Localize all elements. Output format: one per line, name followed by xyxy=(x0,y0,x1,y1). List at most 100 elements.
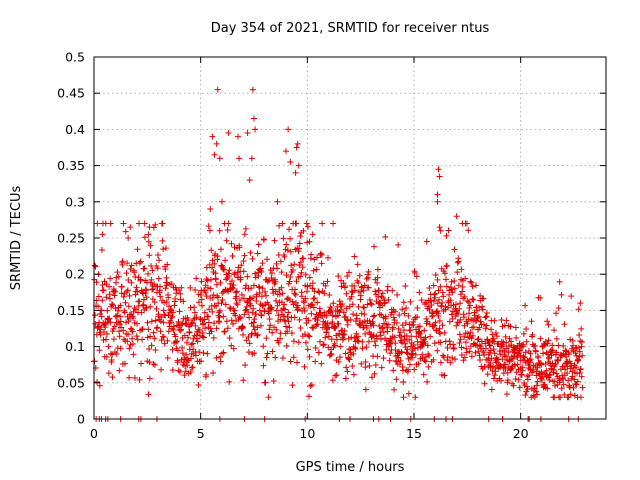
data-point xyxy=(255,283,262,290)
data-point xyxy=(286,278,293,285)
data-point xyxy=(328,346,335,353)
data-point xyxy=(411,269,418,276)
data-point xyxy=(103,294,110,301)
data-point xyxy=(389,287,396,294)
data-point xyxy=(463,220,470,227)
data-point xyxy=(543,373,550,380)
data-point xyxy=(498,377,505,384)
data-point xyxy=(120,293,127,300)
data-point xyxy=(223,318,230,325)
data-point xyxy=(189,340,196,347)
data-point xyxy=(432,272,439,279)
data-point xyxy=(376,311,383,318)
data-point xyxy=(579,352,586,359)
data-point xyxy=(560,342,567,349)
data-point xyxy=(352,346,359,353)
data-point xyxy=(191,309,198,316)
data-point xyxy=(578,343,585,350)
data-point xyxy=(442,303,449,310)
data-point xyxy=(100,337,107,344)
data-point xyxy=(412,345,419,352)
data-point xyxy=(360,287,367,294)
data-point xyxy=(516,348,523,355)
data-point xyxy=(400,299,407,306)
data-point xyxy=(146,375,153,382)
data-point xyxy=(232,312,239,319)
data-point xyxy=(92,263,99,270)
data-point xyxy=(170,309,177,316)
data-point xyxy=(306,393,313,400)
data-point xyxy=(272,278,279,285)
data-point xyxy=(532,342,539,349)
data-point xyxy=(436,325,443,332)
data-point xyxy=(466,310,473,317)
data-point xyxy=(114,269,121,276)
data-point xyxy=(225,130,232,137)
data-point xyxy=(358,283,365,290)
data-point xyxy=(365,338,372,345)
data-point xyxy=(171,302,178,309)
data-point xyxy=(231,307,238,314)
data-point xyxy=(559,376,566,383)
data-point xyxy=(329,312,336,319)
data-point xyxy=(457,300,464,307)
data-point xyxy=(469,283,476,290)
data-point xyxy=(209,264,216,271)
data-point xyxy=(425,363,432,370)
data-point xyxy=(243,337,250,344)
data-point xyxy=(145,231,152,238)
data-point xyxy=(511,352,518,359)
data-point xyxy=(110,325,117,332)
data-point xyxy=(413,273,420,280)
data-point xyxy=(280,313,287,320)
data-point xyxy=(202,325,209,332)
data-point xyxy=(100,329,107,336)
data-point xyxy=(174,359,181,366)
data-point xyxy=(164,261,171,268)
data-point xyxy=(481,380,488,387)
data-point xyxy=(398,339,405,346)
data-point xyxy=(450,341,457,348)
data-point xyxy=(277,330,284,337)
data-point xyxy=(349,301,356,308)
data-point xyxy=(471,312,478,319)
data-point xyxy=(95,293,102,300)
data-point xyxy=(421,338,428,345)
data-point xyxy=(464,320,471,327)
data-point xyxy=(308,251,315,258)
data-point xyxy=(456,340,463,347)
data-point xyxy=(241,231,248,238)
data-point xyxy=(434,276,441,283)
data-point xyxy=(444,262,451,269)
x-axis-label: GPS time / hours xyxy=(296,460,405,475)
data-point xyxy=(479,303,486,310)
data-point xyxy=(175,318,182,325)
data-point xyxy=(99,282,106,289)
data-point xyxy=(103,336,110,343)
data-point xyxy=(211,260,218,267)
data-point xyxy=(371,312,378,319)
data-point xyxy=(322,334,329,341)
data-point xyxy=(529,331,536,338)
data-point xyxy=(435,312,442,319)
data-point xyxy=(279,290,286,297)
data-point xyxy=(344,317,351,324)
data-point xyxy=(457,316,464,323)
data-point xyxy=(158,366,165,373)
data-point xyxy=(446,318,453,325)
data-point xyxy=(147,242,154,249)
data-point xyxy=(210,334,217,341)
data-point xyxy=(578,338,585,345)
data-point xyxy=(545,321,552,328)
data-point xyxy=(98,313,105,320)
data-point xyxy=(380,294,387,301)
data-point xyxy=(203,276,210,283)
data-point xyxy=(91,358,98,365)
data-point xyxy=(189,364,196,371)
data-point xyxy=(165,328,172,335)
data-point xyxy=(576,331,583,338)
data-point xyxy=(461,322,468,329)
data-point xyxy=(321,290,328,297)
data-point xyxy=(373,335,380,342)
data-point xyxy=(366,296,373,303)
